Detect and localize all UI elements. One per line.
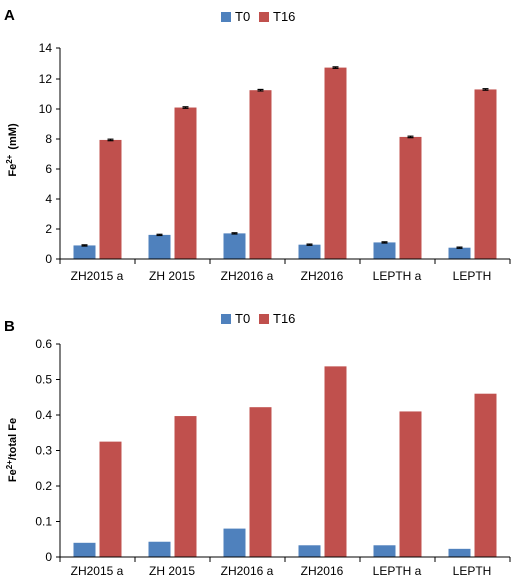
bar-t0-4: [373, 242, 396, 259]
y-tick-label: 0.2: [35, 479, 52, 493]
bar-t16-2: [249, 90, 272, 259]
y-ticks-b: 0 0.1 0.2 0.3 0.4 0.5 0.6: [35, 337, 60, 564]
bar-t16-5: [474, 393, 497, 557]
y-tick-label: 0.3: [35, 444, 52, 458]
bar-t0-4: [373, 545, 396, 557]
y-ticks-a: 0 2 4 6 8 10 12 14: [39, 41, 60, 266]
bar-t16-1: [174, 107, 197, 260]
legend-b: T0 T16: [221, 311, 295, 326]
y-tick-label: 12: [39, 72, 53, 86]
x-tick-label: ZH2016 a: [221, 269, 274, 283]
legend-a-swatch-t0: [221, 12, 231, 22]
y-axis-label-a-main: Fe: [7, 164, 19, 177]
x-tick-label: ZH2016: [301, 269, 344, 283]
legend-a-swatch-t16: [259, 12, 269, 22]
legend-b-label-t16: T16: [273, 311, 295, 326]
bar-t16-4: [399, 136, 422, 259]
bar-t0-1: [148, 541, 171, 557]
bar-t0-3: [298, 545, 321, 557]
y-axis-label-b: Fe2+/total Fe: [5, 418, 19, 482]
x-ticks-a: ZH2015 a ZH 2015 ZH2016 a ZH2016 LEPTH a…: [59, 259, 511, 283]
bar-t16-0: [99, 139, 122, 259]
y-tick-label: 0.6: [35, 337, 52, 351]
x-tick-label: ZH2016: [301, 564, 344, 578]
bar-t0-0: [73, 542, 96, 557]
bar-t16-4: [399, 411, 422, 557]
y-tick-label: 0.4: [35, 408, 52, 422]
x-tick-label: ZH 2015: [149, 269, 195, 283]
y-tick-label: 0.5: [35, 373, 52, 387]
y-tick-label: 6: [45, 162, 52, 176]
bars-a: [73, 67, 497, 260]
legend-b-swatch-t0: [221, 314, 231, 324]
y-tick-label: 4: [45, 192, 52, 206]
x-tick-label: LEPTH: [453, 564, 492, 578]
y-tick-label: 2: [45, 222, 52, 236]
bar-t16-0: [99, 441, 122, 557]
y-axis-label-b-unit: /total Fe: [7, 418, 19, 460]
y-axis-label-a: Fe2+ (mM): [5, 123, 19, 177]
y-tick-label: 0: [45, 550, 52, 564]
x-tick-label: LEPTH a: [373, 564, 422, 578]
error-bars-a: [81, 66, 489, 249]
bar-t16-5: [474, 89, 497, 259]
bar-t0-1: [148, 234, 171, 259]
panel-a-label: A: [4, 7, 15, 24]
panel-b-label: B: [4, 318, 15, 335]
bar-t16-2: [249, 407, 272, 557]
bar-t0-2: [223, 528, 246, 557]
panel-a: A T0 T16 Fe2+ (mM) 0 2 4 6 8 10: [4, 7, 511, 283]
bar-t16-1: [174, 416, 197, 557]
y-tick-label: 10: [39, 102, 53, 116]
bar-t16-3: [324, 366, 347, 557]
x-tick-label: ZH2015 a: [71, 564, 124, 578]
bar-t16-3: [324, 67, 347, 259]
panel-b: B T0 T16 Fe2+/total Fe 0 0.1 0.2 0.3 0.4…: [4, 311, 511, 578]
y-axis-label-a-unit: (mM): [7, 123, 19, 150]
x-tick-label: LEPTH: [453, 269, 492, 283]
y-axis-label-a-sup: 2+: [5, 154, 14, 163]
legend-a-label-t16: T16: [273, 9, 295, 24]
y-axis-label-b-main: Fe: [7, 469, 19, 482]
legend-a-label-t0: T0: [235, 9, 250, 24]
x-tick-label: ZH 2015: [149, 564, 195, 578]
bar-t0-0: [73, 245, 96, 259]
bar-t0-5: [448, 247, 471, 259]
legend-a: T0 T16: [221, 9, 295, 24]
y-tick-label: 14: [39, 41, 53, 55]
legend-b-label-t0: T0: [235, 311, 250, 326]
bar-t0-3: [298, 244, 321, 259]
bar-t0-2: [223, 233, 246, 259]
y-axis-label-b-sup: 2+: [5, 460, 14, 469]
y-tick-label: 0: [45, 252, 52, 266]
y-tick-label: 0.1: [35, 515, 52, 529]
x-tick-label: ZH2016 a: [221, 564, 274, 578]
x-tick-label: ZH2015 a: [71, 269, 124, 283]
y-tick-label: 8: [45, 132, 52, 146]
bar-t0-5: [448, 548, 471, 557]
bars-b: [73, 366, 497, 557]
x-ticks-b: ZH2015 a ZH 2015 ZH2016 a ZH2016 LEPTH a…: [59, 557, 511, 578]
legend-b-swatch-t16: [259, 314, 269, 324]
x-tick-label: LEPTH a: [373, 269, 422, 283]
